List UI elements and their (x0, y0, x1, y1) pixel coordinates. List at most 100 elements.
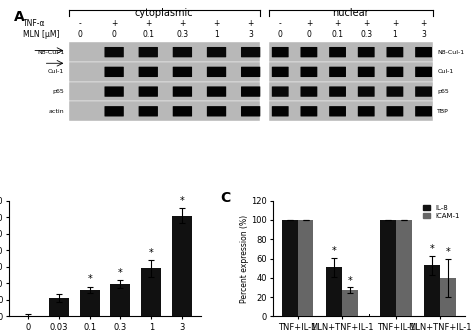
FancyBboxPatch shape (358, 106, 374, 117)
FancyBboxPatch shape (415, 67, 432, 77)
Bar (172, 215, 192, 316)
FancyBboxPatch shape (138, 86, 158, 97)
FancyBboxPatch shape (386, 67, 403, 77)
FancyBboxPatch shape (269, 102, 433, 121)
FancyBboxPatch shape (358, 67, 374, 77)
Text: C: C (220, 191, 230, 205)
FancyBboxPatch shape (415, 47, 432, 57)
Text: +: + (213, 19, 220, 28)
FancyBboxPatch shape (301, 106, 317, 117)
FancyBboxPatch shape (104, 86, 124, 97)
FancyBboxPatch shape (386, 86, 403, 97)
Bar (298, 220, 313, 316)
FancyBboxPatch shape (69, 62, 260, 82)
Text: 0: 0 (307, 30, 311, 39)
Text: *: * (118, 267, 123, 277)
Text: TBP: TBP (437, 109, 449, 114)
Text: *: * (347, 275, 352, 285)
Text: +: + (247, 19, 254, 28)
Y-axis label: Percent expression (%): Percent expression (%) (239, 214, 248, 303)
Text: *: * (87, 274, 92, 284)
FancyBboxPatch shape (207, 86, 226, 97)
Text: 0.1: 0.1 (332, 30, 344, 39)
Bar (110, 284, 130, 316)
Text: nuclear: nuclear (332, 8, 369, 18)
FancyBboxPatch shape (269, 82, 433, 102)
Text: *: * (332, 246, 337, 256)
Bar (80, 290, 100, 316)
FancyBboxPatch shape (173, 67, 192, 77)
FancyBboxPatch shape (269, 62, 433, 82)
FancyBboxPatch shape (104, 67, 124, 77)
FancyBboxPatch shape (358, 86, 374, 97)
FancyBboxPatch shape (173, 47, 192, 57)
Text: +: + (363, 19, 369, 28)
Text: p65: p65 (437, 89, 449, 94)
Bar (326, 267, 342, 316)
FancyBboxPatch shape (272, 67, 289, 77)
FancyBboxPatch shape (272, 47, 289, 57)
FancyBboxPatch shape (138, 67, 158, 77)
FancyBboxPatch shape (329, 106, 346, 117)
Text: MLN [μM]: MLN [μM] (23, 30, 60, 39)
FancyBboxPatch shape (241, 86, 260, 97)
FancyBboxPatch shape (415, 106, 432, 117)
Text: N8-Cul-1: N8-Cul-1 (37, 50, 64, 55)
FancyBboxPatch shape (241, 106, 260, 117)
Text: +: + (179, 19, 186, 28)
Text: 0: 0 (278, 30, 283, 39)
Bar (396, 220, 411, 316)
Text: Cul-1: Cul-1 (437, 69, 454, 74)
Text: 0.3: 0.3 (176, 30, 189, 39)
Text: 0: 0 (112, 30, 117, 39)
FancyBboxPatch shape (207, 106, 226, 117)
FancyBboxPatch shape (272, 86, 289, 97)
FancyBboxPatch shape (69, 102, 260, 121)
Bar (342, 290, 357, 316)
Bar (141, 268, 161, 316)
Text: A: A (14, 10, 25, 25)
Text: 0: 0 (78, 30, 82, 39)
Text: p65: p65 (52, 89, 64, 94)
FancyBboxPatch shape (69, 82, 260, 102)
Text: +: + (111, 19, 118, 28)
Text: +: + (392, 19, 398, 28)
FancyBboxPatch shape (241, 47, 260, 57)
Text: *: * (430, 244, 435, 254)
Text: TNF-α: TNF-α (23, 19, 46, 28)
FancyBboxPatch shape (415, 86, 432, 97)
Text: *: * (180, 196, 184, 206)
FancyBboxPatch shape (104, 106, 124, 117)
FancyBboxPatch shape (358, 47, 374, 57)
Text: 3: 3 (248, 30, 253, 39)
FancyBboxPatch shape (329, 47, 346, 57)
FancyBboxPatch shape (269, 42, 433, 62)
Text: +: + (306, 19, 312, 28)
Text: cytoplasmic: cytoplasmic (135, 8, 193, 18)
Bar (440, 278, 456, 316)
FancyBboxPatch shape (272, 106, 289, 117)
FancyBboxPatch shape (69, 42, 260, 62)
Text: +: + (420, 19, 427, 28)
Text: 1: 1 (214, 30, 219, 39)
FancyBboxPatch shape (329, 86, 346, 97)
Bar (49, 298, 69, 316)
Text: 0.1: 0.1 (142, 30, 154, 39)
Text: +: + (334, 19, 341, 28)
Text: 0.3: 0.3 (360, 30, 372, 39)
Text: Cul-1: Cul-1 (48, 69, 64, 74)
Bar (380, 220, 396, 316)
FancyBboxPatch shape (138, 47, 158, 57)
FancyBboxPatch shape (301, 86, 317, 97)
Text: 3: 3 (421, 30, 426, 39)
FancyBboxPatch shape (301, 67, 317, 77)
Text: N8-Cul-1: N8-Cul-1 (437, 50, 465, 55)
Text: -: - (79, 19, 82, 28)
Bar (424, 265, 440, 316)
Text: 1: 1 (392, 30, 397, 39)
Text: *: * (149, 248, 154, 258)
Legend: IL-8, ICAM-1: IL-8, ICAM-1 (423, 204, 461, 219)
FancyBboxPatch shape (207, 47, 226, 57)
FancyBboxPatch shape (241, 67, 260, 77)
FancyBboxPatch shape (386, 106, 403, 117)
